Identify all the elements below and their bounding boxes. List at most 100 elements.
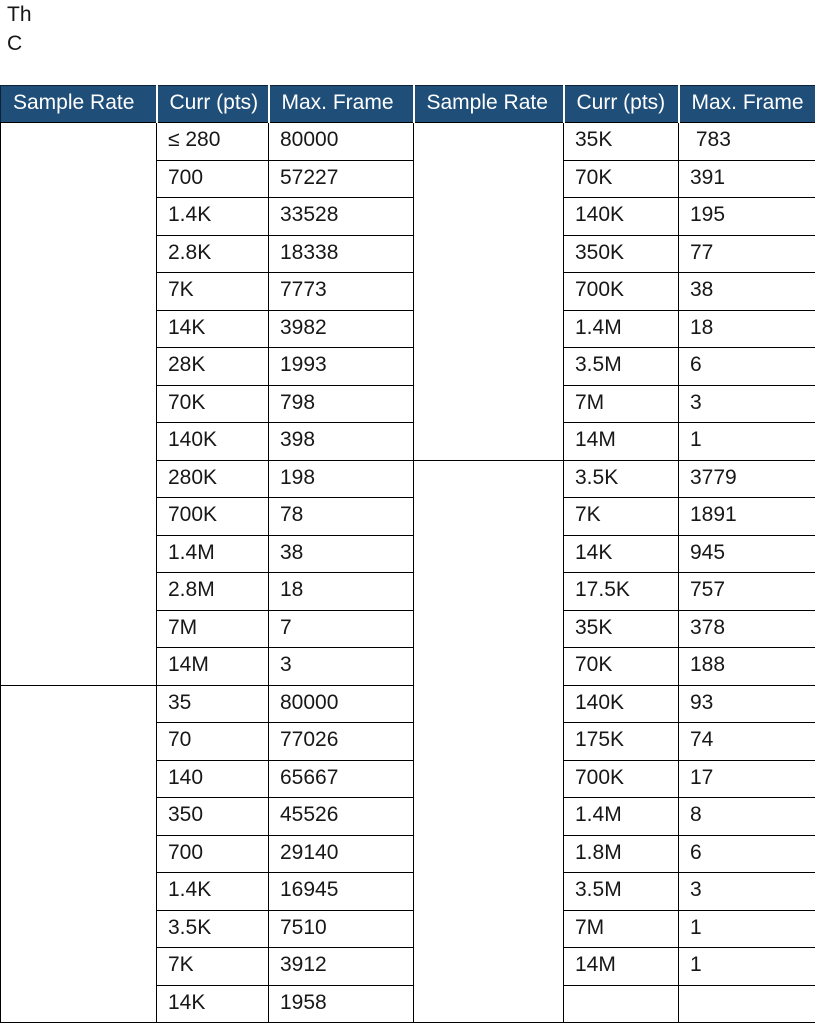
max-frame-cell: 1993 bbox=[268, 347, 414, 386]
table-row: 28K 1993 3.5M 6 bbox=[1, 347, 815, 386]
curr-pts-cell: 3.5M bbox=[563, 872, 679, 911]
curr-pts-cell: 140K bbox=[563, 684, 679, 723]
curr-pts-cell: 35 bbox=[156, 684, 269, 723]
curr-pts-cell: 2.8M bbox=[156, 572, 269, 611]
curr-pts-cell: 2.8K bbox=[156, 234, 269, 273]
max-frame-cell: 3 bbox=[678, 872, 815, 911]
table-row: 7K 7773 700K 38 bbox=[1, 272, 815, 311]
max-frame-cell: 8 bbox=[678, 797, 815, 836]
max-frame-cell: 18 bbox=[678, 309, 815, 348]
max-frame-cell: 93 bbox=[678, 684, 815, 723]
sample-rate-table: Sample Rate Curr (pts) Max. Frame Sample Ra… bbox=[0, 85, 815, 1023]
curr-pts-cell: 17.5K bbox=[563, 572, 679, 611]
table-row: 1.4K 16945 3.5M 3 bbox=[1, 872, 815, 911]
column-header-sample-rate: Sample Rate bbox=[0, 85, 157, 123]
max-frame-cell: 74 bbox=[678, 722, 815, 761]
sample-rate-group-cell bbox=[413, 122, 564, 461]
column-header-max-frame: Max. Frame bbox=[677, 85, 815, 123]
curr-pts-cell: 7M bbox=[156, 609, 269, 648]
max-frame-cell: 195 bbox=[678, 197, 815, 236]
max-frame-cell: 7510 bbox=[268, 909, 414, 948]
table-row: 14K 1958 bbox=[1, 984, 815, 1023]
curr-pts-cell: 1.4K bbox=[156, 872, 269, 911]
max-frame-cell: 1 bbox=[678, 909, 815, 948]
clipped-heading-line-1: Th bbox=[7, 3, 32, 26]
max-frame-cell: 45526 bbox=[268, 797, 414, 836]
max-frame-cell: 1891 bbox=[678, 497, 815, 536]
max-frame-cell: 1 bbox=[678, 947, 815, 986]
curr-pts-cell: 70K bbox=[156, 384, 269, 423]
max-frame-cell: 3 bbox=[678, 384, 815, 423]
max-frame-cell: 783 bbox=[678, 122, 815, 161]
curr-pts-cell: 14K bbox=[156, 309, 269, 348]
clipped-heading: Th C bbox=[7, 0, 32, 58]
curr-pts-cell: 3.5K bbox=[156, 909, 269, 948]
curr-pts-cell: 1.4K bbox=[156, 197, 269, 236]
table-row: 700 29140 1.8M 6 bbox=[1, 834, 815, 873]
max-frame-cell: 188 bbox=[678, 647, 815, 686]
table-row: 70 77026 175K 74 bbox=[1, 722, 815, 761]
max-frame-cell: 1 bbox=[678, 422, 815, 461]
max-frame-cell: 80000 bbox=[268, 122, 414, 161]
curr-pts-cell: 140K bbox=[156, 422, 269, 461]
sample-rate-group-cell bbox=[413, 459, 564, 1023]
max-frame-cell: 65667 bbox=[268, 759, 414, 798]
curr-pts-cell: 700K bbox=[563, 759, 679, 798]
table-row: 35 80000 140K 93 bbox=[0, 684, 815, 1023]
curr-pts-cell: 175K bbox=[563, 722, 679, 761]
max-frame-cell: 391 bbox=[678, 159, 815, 198]
max-frame-cell: 77026 bbox=[268, 722, 414, 761]
column-header-curr-pts: Curr (pts) bbox=[562, 85, 679, 123]
max-frame-cell: 6 bbox=[678, 347, 815, 386]
curr-pts-cell: ≤ 280 bbox=[156, 122, 269, 161]
curr-pts-cell: 28K bbox=[156, 347, 269, 386]
curr-pts-cell: 14K bbox=[156, 984, 269, 1023]
curr-pts-cell: 14M bbox=[563, 947, 679, 986]
max-frame-cell: 798 bbox=[268, 384, 414, 423]
max-frame-cell: 17 bbox=[678, 759, 815, 798]
max-frame-cell: 16945 bbox=[268, 872, 414, 911]
max-frame-cell: 1958 bbox=[268, 984, 414, 1023]
column-header-max-frame: Max. Frame bbox=[267, 85, 414, 123]
column-header-sample-rate: Sample Rate bbox=[412, 85, 564, 123]
max-frame-cell bbox=[678, 984, 815, 1023]
max-frame-cell: 3 bbox=[268, 647, 414, 686]
curr-pts-cell: 7K bbox=[156, 947, 269, 986]
curr-pts-cell: 14M bbox=[156, 647, 269, 686]
curr-pts-cell: 14K bbox=[563, 534, 679, 573]
table-row: 7K 3912 14M 1 bbox=[1, 947, 815, 986]
table-row: 1.4M 38 14K 945 bbox=[1, 534, 815, 573]
table-row: 1.4K 33528 140K 195 bbox=[1, 197, 815, 236]
max-frame-cell: 38 bbox=[678, 272, 815, 311]
table-row: 3.5K 7510 7M 1 bbox=[1, 909, 815, 948]
curr-pts-cell: 3.5K bbox=[563, 459, 679, 498]
table-row: 140 65667 700K 17 bbox=[1, 759, 815, 798]
max-frame-cell: 78 bbox=[268, 497, 414, 536]
curr-pts-cell: 1.4M bbox=[156, 534, 269, 573]
curr-pts-cell: 700 bbox=[156, 834, 269, 873]
curr-pts-cell: 700 bbox=[156, 159, 269, 198]
sample-rate-group-cell bbox=[0, 122, 157, 686]
table-row: 2.8K 18338 350K 77 bbox=[1, 234, 815, 273]
sample-rate-group-cell bbox=[0, 684, 157, 1023]
max-frame-cell: 945 bbox=[678, 534, 815, 573]
max-frame-cell: 198 bbox=[268, 459, 414, 498]
curr-pts-cell: 140 bbox=[156, 759, 269, 798]
table-row: ≤ 280 80000 35K 783 bbox=[0, 122, 815, 686]
header-row: Sample Rate Curr (pts) Max. Frame Sample Ra… bbox=[0, 85, 815, 123]
curr-pts-cell bbox=[563, 984, 679, 1023]
curr-pts-cell: 140K bbox=[563, 197, 679, 236]
max-frame-cell: 57227 bbox=[268, 159, 414, 198]
max-frame-cell: 7773 bbox=[268, 272, 414, 311]
max-frame-cell: 378 bbox=[678, 609, 815, 648]
max-frame-cell: 3982 bbox=[268, 309, 414, 348]
curr-pts-cell: 3.5M bbox=[563, 347, 679, 386]
curr-pts-cell: 7K bbox=[156, 272, 269, 311]
table-row: 700K 78 7K 1891 bbox=[1, 497, 815, 536]
max-frame-cell: 80000 bbox=[268, 684, 414, 723]
max-frame-cell: 18338 bbox=[268, 234, 414, 273]
curr-pts-cell: 700K bbox=[563, 272, 679, 311]
curr-pts-cell: 280K bbox=[156, 459, 269, 498]
table-row: 70K 798 7M 3 bbox=[1, 384, 815, 423]
